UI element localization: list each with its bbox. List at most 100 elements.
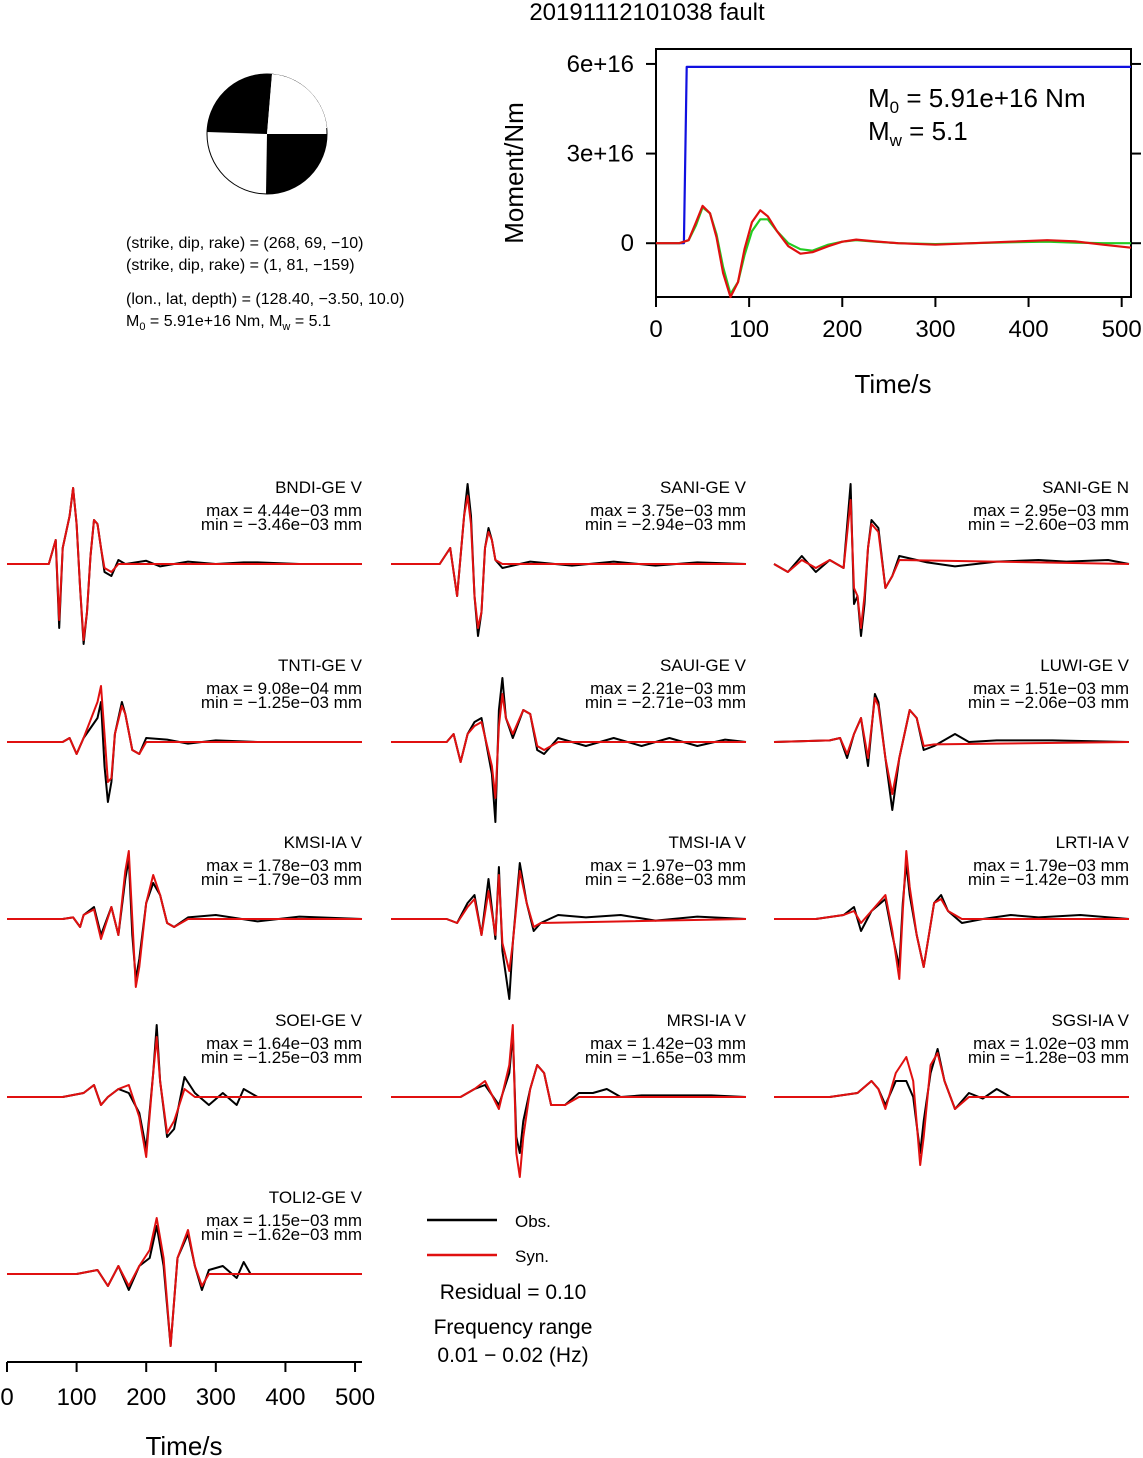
station-min-amplitude: min = −1.28e−03 mm	[968, 1048, 1129, 1067]
moment-rate-plot: 0 100 200 300 400 500 0 3e+16 6e+16 M0 = 5.91e+1…	[499, 48, 1142, 399]
legend-obs-label: Obs.	[515, 1212, 551, 1231]
observed-waveform	[774, 862, 1130, 968]
station-max-amplitude: max = 4.44e−03 mm	[206, 501, 362, 520]
focal-mechanism-beachball	[206, 73, 328, 195]
waveform-x-tick-label: 0	[0, 1384, 13, 1411]
moment-x-tick-label: 0	[649, 316, 662, 343]
moment-rate-green-line	[656, 206, 1131, 296]
station-max-amplitude: max = 1.51e−03 mm	[973, 679, 1129, 698]
waveform-x-axis-label: Time/s	[145, 1431, 222, 1458]
station-max-amplitude: max = 1.15e−03 mm	[206, 1211, 362, 1230]
moment-plot-frame	[655, 48, 1132, 298]
station-min-amplitude: min = −2.94e−03 mm	[585, 515, 746, 534]
synthetic-waveform	[7, 685, 362, 783]
moment-x-tick-label: 100	[729, 316, 769, 343]
station-name: SANI-GE V	[660, 478, 747, 497]
synthetic-waveform	[391, 495, 746, 629]
station-min-amplitude: min = −1.25e−03 mm	[201, 1048, 362, 1067]
station-min-amplitude: min = −3.46e−03 mm	[201, 515, 362, 534]
waveform-x-tick-label: 100	[57, 1384, 97, 1411]
beachball-compressional-quadrant-nw	[207, 73, 272, 134]
station-name: BNDI-GE V	[275, 478, 363, 497]
hypocenter-location: (lon., lat, depth) = (128.40, −3.50, 10.…	[126, 291, 404, 308]
station-min-amplitude: min = −1.79e−03 mm	[201, 870, 362, 889]
station-name: TMSI-IA V	[669, 833, 747, 852]
beachball-dilatational-quadrant-ne	[267, 74, 327, 134]
observed-waveform	[7, 1225, 362, 1347]
synthetic-waveform	[774, 1052, 1129, 1166]
station-min-amplitude: min = −2.71e−03 mm	[585, 693, 746, 712]
synthetic-waveform	[7, 850, 362, 988]
station-max-amplitude: max = 1.64e−03 mm	[206, 1034, 362, 1053]
moment-y-axis-label: Moment/Nm	[499, 102, 529, 244]
station-name: KMSI-IA V	[284, 833, 363, 852]
moment-y-tick-label: 3e+16	[567, 141, 634, 168]
station-min-amplitude: min = −2.60e−03 mm	[968, 515, 1129, 534]
residual-label: Residual = 0.10	[440, 1281, 587, 1304]
waveform-x-tick-label: 200	[126, 1384, 166, 1411]
station-min-amplitude: min = −1.62e−03 mm	[201, 1225, 362, 1244]
moment-x-tick-label: 400	[1009, 316, 1049, 343]
station-max-amplitude: max = 1.42e−03 mm	[590, 1034, 746, 1053]
synthetic-waveform	[7, 487, 362, 641]
station-max-amplitude: max = 9.08e−04 mm	[206, 679, 362, 698]
synthetic-waveform	[7, 1036, 362, 1158]
synthetic-waveform	[773, 697, 1130, 795]
legend: Obs. Syn.	[427, 1212, 551, 1266]
moment-x-tick-label: 500	[1102, 316, 1142, 343]
synthetic-waveform	[7, 1217, 362, 1347]
beachball-compressional-quadrant-se	[266, 134, 328, 195]
frequency-range-value: 0.01 − 0.02 (Hz)	[437, 1344, 588, 1367]
station-min-amplitude: min = −2.06e−03 mm	[968, 693, 1129, 712]
station-max-amplitude: max = 1.78e−03 mm	[206, 856, 362, 875]
moment-rate-red-line	[656, 204, 1132, 299]
legend-syn-label: Syn.	[515, 1247, 549, 1266]
waveform-x-tick-label: 500	[335, 1384, 375, 1411]
moment-y-tick-label: 0	[621, 230, 634, 257]
station-name: SAUI-GE V	[660, 656, 747, 675]
station-name: LRTI-IA V	[1056, 833, 1130, 852]
waveform-time-axis: 0 100 200 300 400 500	[0, 1361, 375, 1411]
moment-x-axis-label: Time/s	[854, 369, 931, 399]
waveform-x-tick-label: 300	[196, 1384, 236, 1411]
moment-summary: M0 = 5.91e+16 Nm, Mw = 5.1	[126, 313, 331, 333]
station-max-amplitude: max = 1.97e−03 mm	[590, 856, 746, 875]
station-name: TNTI-GE V	[278, 656, 363, 675]
station-name: TOLI2-GE V	[269, 1188, 363, 1207]
station-name: SGSI-IA V	[1052, 1011, 1130, 1030]
moment-y-tick-label: 6e+16	[567, 51, 634, 78]
synthetic-waveform	[774, 850, 1129, 980]
moment-x-tick-label: 300	[915, 316, 955, 343]
station-max-amplitude: max = 1.02e−03 mm	[973, 1034, 1129, 1053]
nodal-plane-2: (strike, dip, rake) = (1, 81, −159)	[126, 257, 355, 274]
station-name: SOEI-GE V	[275, 1011, 363, 1030]
synthetic-waveform	[773, 499, 1130, 629]
station-min-amplitude: min = −2.68e−03 mm	[585, 870, 746, 889]
observed-waveform	[391, 862, 747, 1000]
station-name: MRSI-IA V	[667, 1011, 747, 1030]
waveform-x-tick-label: 400	[265, 1384, 305, 1411]
station-name: SANI-GE N	[1042, 478, 1129, 497]
station-max-amplitude: max = 2.21e−03 mm	[590, 679, 746, 698]
figure-title: 20191112101038 fault	[529, 0, 765, 26]
moment-m0-label: M0 = 5.91e+16 Nm	[868, 83, 1086, 117]
station-min-amplitude: min = −1.42e−03 mm	[968, 870, 1129, 889]
station-max-amplitude: max = 3.75e−03 mm	[590, 501, 746, 520]
observed-waveform	[7, 701, 362, 803]
moment-mw-label: Mw = 5.1	[868, 116, 968, 150]
